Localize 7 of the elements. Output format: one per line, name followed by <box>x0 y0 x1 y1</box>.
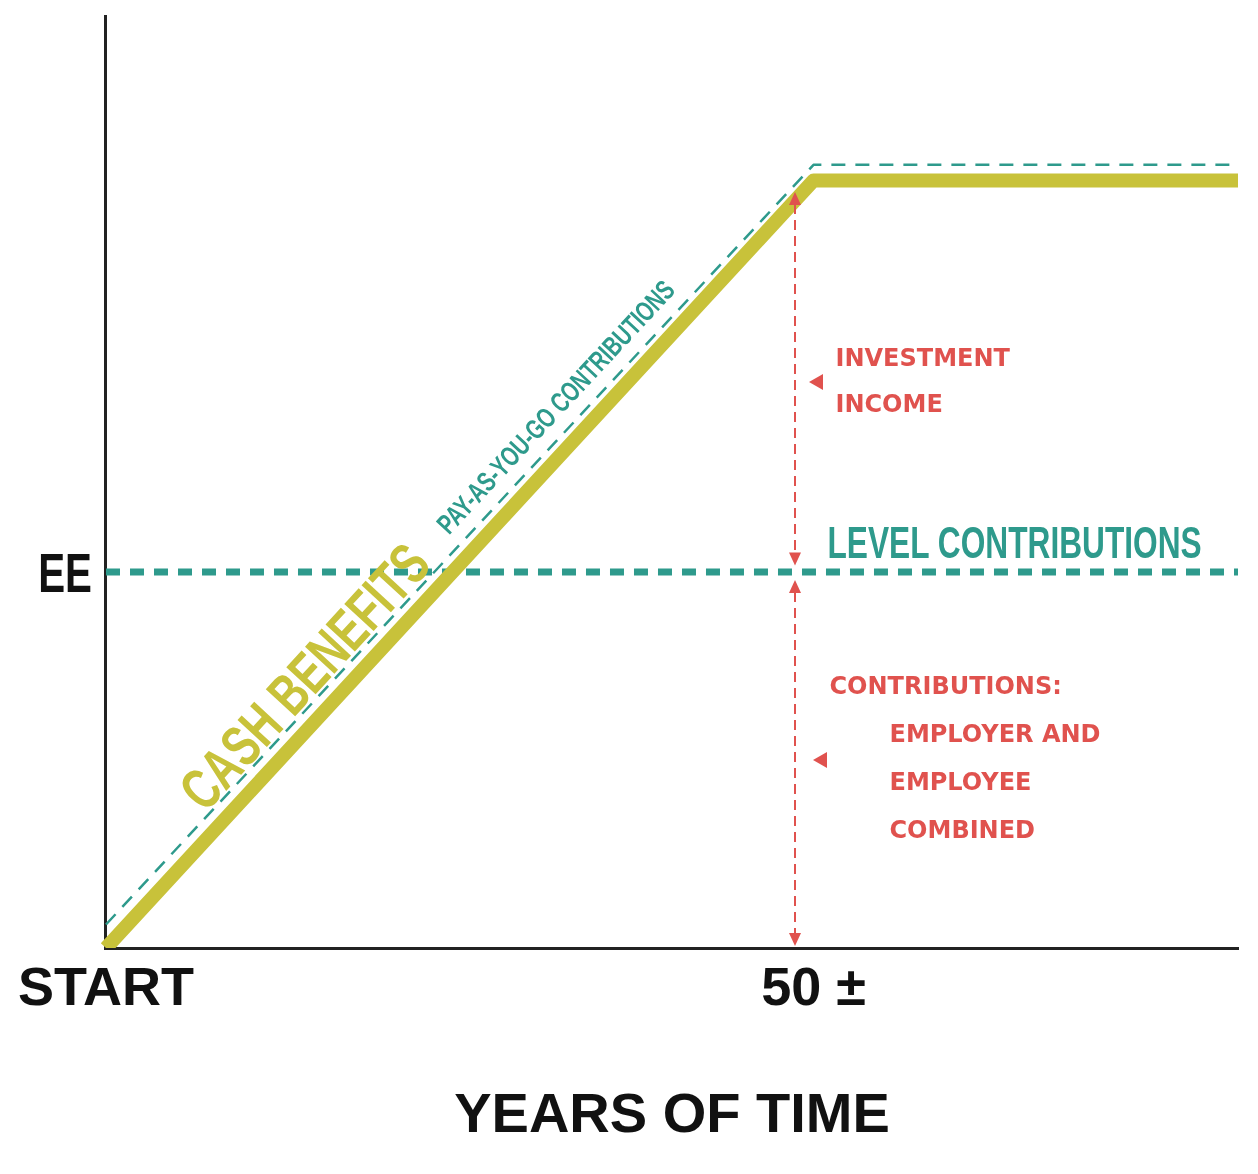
x-tick-label: START <box>18 956 194 1017</box>
x-axis-title: YEARS OF TIME <box>454 1080 890 1144</box>
y-axis-title: EE <box>38 541 92 604</box>
series-label: LEVEL CONTRIBUTIONS <box>827 517 1202 568</box>
annotation: CONTRIBUTIONS: EMPLOYER AND EMPLOYEE COMBINED <box>829 672 1101 845</box>
annotation: INVESTMENT INCOME <box>835 343 1011 418</box>
x-tick-label: 50 ± <box>761 956 866 1017</box>
